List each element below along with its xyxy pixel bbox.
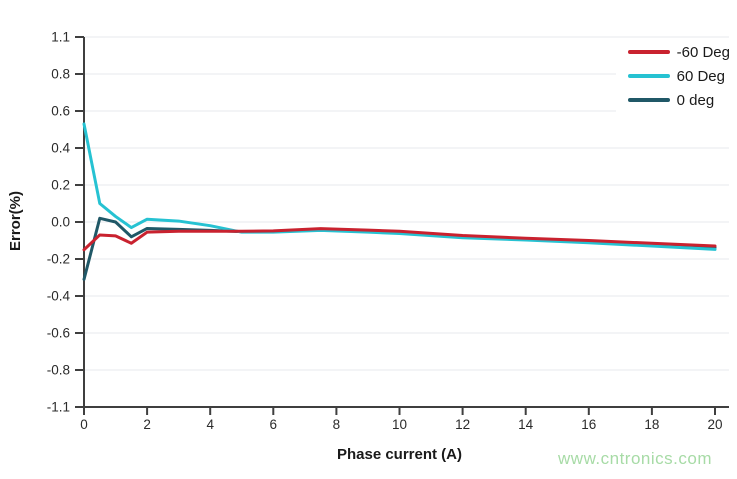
x-axis-title: Phase current (A) (336, 446, 463, 463)
x-tick-label: 14 (518, 417, 534, 432)
y-tick-label: 1.1 (51, 30, 70, 45)
y-tick-label: 0.4 (51, 141, 70, 156)
x-tick-label: 20 (707, 417, 722, 432)
series-line-60-deg (82, 227, 717, 252)
legend-swatch-60-deg (627, 74, 670, 78)
y-tick-label: -0.4 (47, 289, 71, 304)
y-axis-title: Error(%) (7, 191, 24, 252)
legend-item-60-deg: -60 Deg (627, 40, 730, 64)
watermark-text: www.cntronics.com (558, 449, 712, 468)
legend-label: -60 Deg (676, 43, 730, 61)
y-tick-label: 0.2 (51, 178, 70, 193)
legend-item-60-deg: 60 Deg (627, 64, 730, 88)
legend-label: 0 deg (676, 91, 715, 109)
x-tick-label: 2 (143, 417, 151, 432)
x-tick-label: 16 (581, 417, 596, 432)
x-tick-label: 8 (333, 417, 341, 432)
legend-label: 60 Deg (676, 67, 725, 85)
y-tick-label: -0.2 (47, 252, 70, 267)
y-tick-label: 0.8 (51, 67, 70, 82)
x-tick-label: 6 (270, 417, 278, 432)
x-tick-label: 12 (455, 417, 470, 432)
y-tick-label: -0.6 (47, 326, 70, 341)
y-tick-label: -1.1 (47, 400, 70, 415)
series-line-0-deg (82, 216, 717, 281)
legend: -60 Deg 60 Deg 0 deg (615, 38, 730, 114)
x-tick-label: 18 (644, 417, 659, 432)
legend-swatch-0-deg (627, 98, 670, 102)
y-tick-label: 0.0 (51, 215, 70, 230)
x-tick-label: 10 (392, 417, 407, 432)
x-tick-label: 4 (206, 417, 214, 432)
legend-item-0-deg: 0 deg (627, 88, 730, 112)
x-tick-label: 0 (80, 417, 88, 432)
legend-swatch-60-deg (627, 50, 670, 54)
y-tick-label: -0.8 (47, 363, 70, 378)
y-tick-label: 0.6 (51, 104, 70, 119)
